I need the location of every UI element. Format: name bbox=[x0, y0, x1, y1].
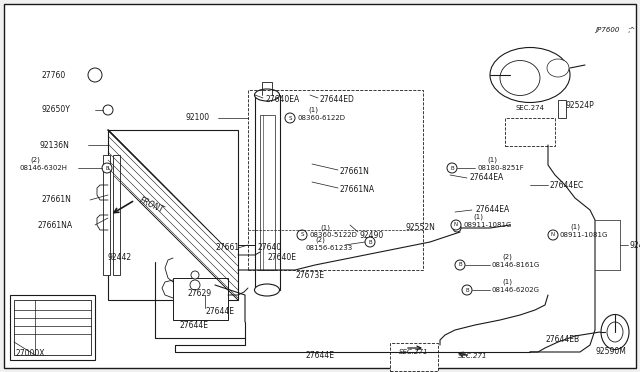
Text: 27661NA: 27661NA bbox=[340, 186, 375, 195]
Circle shape bbox=[285, 113, 295, 123]
Text: 92524P: 92524P bbox=[565, 100, 594, 109]
Bar bbox=[14, 300, 91, 355]
Bar bbox=[390, 343, 438, 371]
Ellipse shape bbox=[255, 89, 280, 101]
Text: 27644EA: 27644EA bbox=[475, 205, 509, 215]
Text: 92552N: 92552N bbox=[405, 224, 435, 232]
Text: 92480: 92480 bbox=[630, 241, 640, 250]
Text: 27629: 27629 bbox=[188, 289, 212, 298]
Circle shape bbox=[191, 271, 199, 279]
Text: 08360-5122D: 08360-5122D bbox=[310, 232, 358, 238]
Text: 27661N: 27661N bbox=[340, 167, 370, 176]
Text: 27640E: 27640E bbox=[268, 253, 297, 263]
Text: 27640EA: 27640EA bbox=[265, 96, 300, 105]
Text: SEC.271: SEC.271 bbox=[458, 353, 488, 359]
Text: N: N bbox=[454, 222, 458, 228]
Circle shape bbox=[365, 237, 375, 247]
Bar bbox=[558, 100, 566, 118]
Text: 08156-61233: 08156-61233 bbox=[305, 245, 352, 251]
Text: B: B bbox=[105, 166, 109, 170]
Circle shape bbox=[453, 224, 461, 232]
Text: 92650Y: 92650Y bbox=[42, 106, 71, 115]
Text: 92136N: 92136N bbox=[40, 141, 70, 150]
Text: 27644E: 27644E bbox=[180, 321, 209, 330]
Text: SEC.274: SEC.274 bbox=[515, 105, 545, 111]
Text: 08180-8251F: 08180-8251F bbox=[477, 165, 524, 171]
Circle shape bbox=[297, 230, 307, 240]
Text: 27644EC: 27644EC bbox=[550, 180, 584, 189]
Text: SEC.271: SEC.271 bbox=[399, 349, 429, 355]
Circle shape bbox=[455, 260, 465, 270]
Text: 27644ED: 27644ED bbox=[320, 96, 355, 105]
Circle shape bbox=[462, 285, 472, 295]
Text: FRONT: FRONT bbox=[138, 195, 165, 215]
Text: N: N bbox=[551, 232, 555, 237]
Text: (1): (1) bbox=[473, 214, 483, 220]
Ellipse shape bbox=[255, 284, 280, 296]
Text: S: S bbox=[300, 232, 304, 237]
Text: 92490: 92490 bbox=[360, 231, 384, 240]
Bar bbox=[255, 95, 280, 290]
Ellipse shape bbox=[601, 314, 629, 350]
Text: (1): (1) bbox=[570, 224, 580, 230]
Text: S: S bbox=[288, 115, 292, 121]
Text: 27644E: 27644E bbox=[305, 352, 335, 360]
Text: 08146-6302H: 08146-6302H bbox=[20, 165, 68, 171]
Bar bbox=[173, 278, 228, 320]
Text: JP7600: JP7600 bbox=[595, 27, 620, 33]
Text: (2): (2) bbox=[315, 237, 325, 243]
Text: 27000X: 27000X bbox=[15, 349, 45, 357]
Text: 08146-6202G: 08146-6202G bbox=[492, 287, 540, 293]
Text: 08146-8161G: 08146-8161G bbox=[492, 262, 540, 268]
Ellipse shape bbox=[490, 48, 570, 103]
Text: 27661NA: 27661NA bbox=[38, 221, 73, 230]
Circle shape bbox=[548, 230, 558, 240]
Bar bbox=[248, 90, 423, 270]
Text: 27644EB: 27644EB bbox=[545, 336, 579, 344]
Text: 27644EA: 27644EA bbox=[470, 173, 504, 183]
Text: (1): (1) bbox=[502, 279, 512, 285]
Text: 27640: 27640 bbox=[258, 244, 282, 253]
Ellipse shape bbox=[607, 322, 623, 342]
Text: 92590M: 92590M bbox=[596, 347, 627, 356]
Text: 92100: 92100 bbox=[185, 113, 209, 122]
Circle shape bbox=[451, 220, 461, 230]
Bar bbox=[103, 155, 110, 275]
Ellipse shape bbox=[500, 61, 540, 96]
Ellipse shape bbox=[547, 59, 569, 77]
Text: B: B bbox=[450, 166, 454, 170]
Text: 08911-1081G: 08911-1081G bbox=[463, 222, 511, 228]
Text: 27661: 27661 bbox=[215, 244, 239, 253]
Bar bbox=[505, 118, 555, 146]
Text: 08360-6122D: 08360-6122D bbox=[298, 115, 346, 121]
Text: 92442: 92442 bbox=[107, 253, 131, 263]
Text: 27644E: 27644E bbox=[205, 308, 234, 317]
Circle shape bbox=[88, 68, 102, 82]
Text: (2): (2) bbox=[502, 254, 512, 260]
Bar bbox=[113, 155, 120, 275]
Circle shape bbox=[102, 163, 112, 173]
Text: 27760: 27760 bbox=[42, 71, 67, 80]
Circle shape bbox=[103, 105, 113, 115]
Text: B: B bbox=[368, 240, 372, 244]
Bar bbox=[108, 130, 238, 300]
Text: (1): (1) bbox=[308, 107, 318, 113]
Text: ;^: ;^ bbox=[627, 27, 636, 33]
Text: (1): (1) bbox=[487, 157, 497, 163]
Text: (1): (1) bbox=[320, 225, 330, 231]
Circle shape bbox=[190, 280, 200, 290]
Text: B: B bbox=[465, 288, 469, 292]
Bar bbox=[260, 115, 275, 270]
Text: 08911-1081G: 08911-1081G bbox=[560, 232, 609, 238]
Text: 27661N: 27661N bbox=[42, 196, 72, 205]
Text: (2): (2) bbox=[30, 157, 40, 163]
Circle shape bbox=[447, 163, 457, 173]
Text: 27673E: 27673E bbox=[295, 270, 324, 279]
Bar bbox=[10, 295, 95, 360]
Text: B: B bbox=[458, 263, 462, 267]
